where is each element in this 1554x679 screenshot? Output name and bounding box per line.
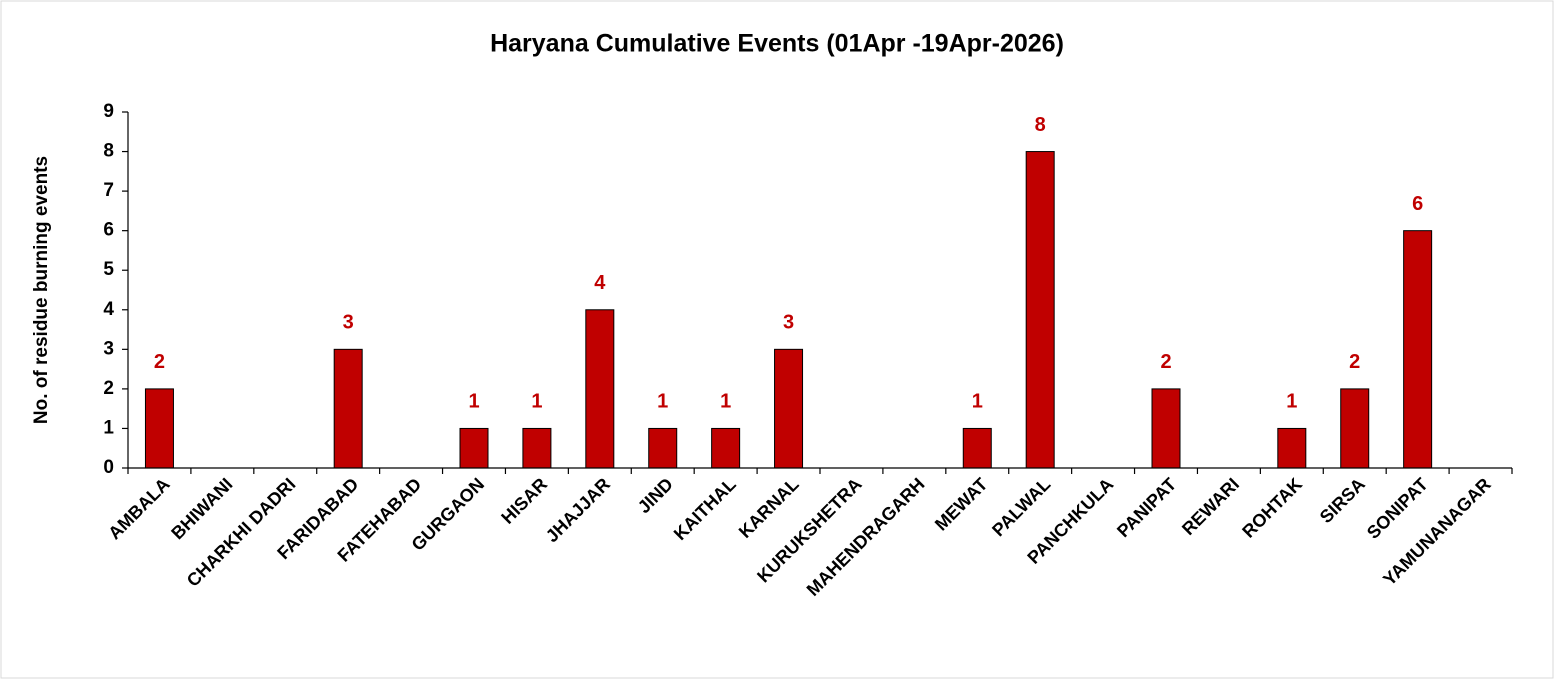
bar (333, 348, 363, 469)
data-label: 2 (1160, 351, 1171, 373)
y-tick-label: 1 (103, 417, 114, 438)
bar (144, 388, 174, 469)
y-tick-label: 2 (103, 378, 114, 399)
data-label: 2 (1349, 351, 1360, 373)
data-label: 1 (972, 391, 983, 413)
bar (1403, 230, 1433, 469)
data-label: 1 (720, 391, 731, 413)
y-tick-label: 3 (103, 338, 114, 359)
bar (1277, 427, 1307, 469)
y-tick-label: 7 (103, 180, 114, 201)
y-tick-label: 0 (103, 457, 114, 478)
bar (585, 309, 615, 469)
data-label: 8 (1035, 114, 1046, 136)
data-label: 3 (783, 312, 794, 334)
bar (1025, 151, 1055, 469)
bar (1151, 388, 1181, 469)
y-tick-label: 8 (103, 141, 114, 162)
chart-title: Haryana Cumulative Events (01Apr -19Apr-… (490, 30, 1064, 58)
bar (711, 427, 741, 469)
data-label: 1 (657, 391, 668, 413)
bar (1340, 388, 1370, 469)
data-label: 3 (343, 312, 354, 334)
bar (459, 427, 489, 469)
y-tick-label: 6 (103, 220, 114, 241)
bar (962, 427, 992, 469)
y-tick-label: 4 (103, 299, 114, 320)
y-axis-label: No. of residue burning events (31, 156, 52, 424)
data-label: 4 (594, 272, 606, 294)
data-label: 1 (468, 391, 479, 413)
data-label: 1 (1286, 391, 1297, 413)
data-label: 2 (154, 351, 165, 373)
bar (774, 348, 804, 469)
y-tick-label: 5 (103, 259, 114, 280)
data-label: 1 (531, 391, 542, 413)
data-label: 6 (1412, 193, 1423, 215)
bar (522, 427, 552, 469)
y-tick-label: 9 (103, 101, 114, 122)
bar (648, 427, 678, 469)
